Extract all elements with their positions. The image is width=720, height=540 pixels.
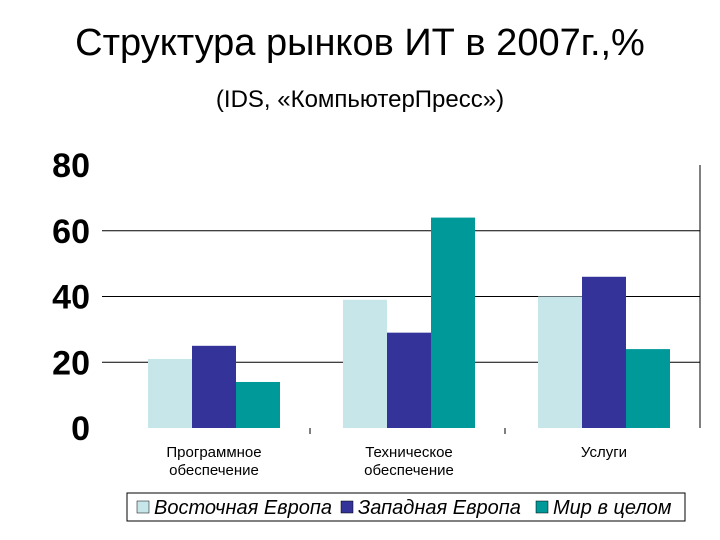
x-category-label: обеспечение <box>169 462 259 479</box>
bar <box>148 358 192 428</box>
bar <box>538 296 582 428</box>
x-category-label: Техническое <box>365 444 453 461</box>
y-tick-label: 40 <box>52 279 90 317</box>
bar <box>343 299 387 428</box>
chart-subtitle: (IDS, «КомпьютерПресс») <box>215 86 505 113</box>
bar <box>387 332 431 428</box>
legend-label: Восточная Европа <box>154 497 332 519</box>
x-category-label: Услуги <box>581 444 627 461</box>
y-tick-label: 80 <box>52 147 90 185</box>
bar <box>236 381 280 428</box>
bar <box>192 345 236 428</box>
bar <box>582 276 626 428</box>
x-category-label: обеспечение <box>364 462 454 479</box>
bar <box>626 349 670 428</box>
x-category-label: Программное <box>166 444 261 461</box>
legend-swatch <box>136 500 150 514</box>
legend-label: Западная Европа <box>358 497 521 519</box>
legend-box <box>126 492 686 522</box>
legend-swatch <box>340 500 354 514</box>
y-tick-label: 0 <box>71 410 90 448</box>
chart-title: Структура рынков ИТ в 2007г.,% <box>75 22 645 64</box>
bar <box>431 217 475 428</box>
legend-label: Мир в целом <box>553 497 672 519</box>
y-tick-label: 20 <box>52 344 90 382</box>
legend-swatch <box>535 500 549 514</box>
y-tick-label: 60 <box>52 213 90 251</box>
